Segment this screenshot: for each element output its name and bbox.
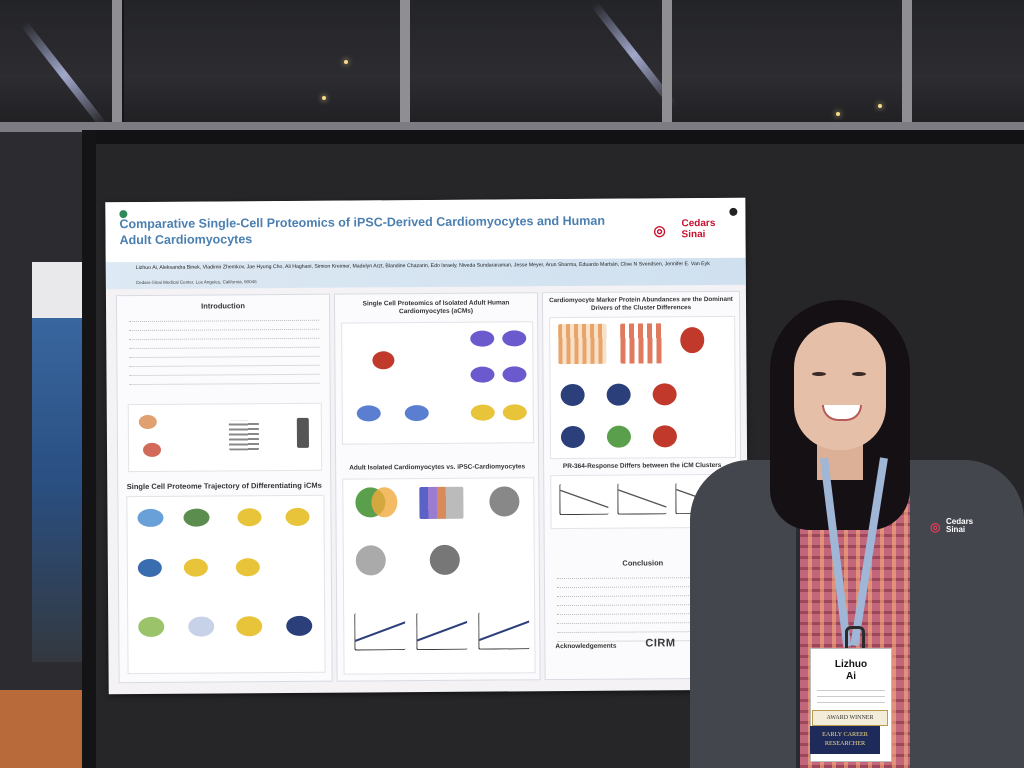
poster-column-1: Introduction Single Cell Proteome Trajec… bbox=[115, 293, 333, 684]
doorway-sign bbox=[32, 262, 84, 318]
figure-mark bbox=[137, 508, 164, 528]
cedars-sinai-logo: ◎ Cedars Sinai bbox=[653, 216, 733, 247]
window-frame bbox=[902, 0, 912, 132]
figure-mark bbox=[419, 486, 464, 520]
marker-figure bbox=[549, 315, 737, 460]
figure-mark bbox=[354, 613, 406, 651]
comparison-figure bbox=[342, 477, 536, 675]
ceiling-light bbox=[322, 96, 326, 100]
figure-mark bbox=[138, 616, 165, 638]
figure-mark bbox=[606, 383, 631, 406]
figure-mark bbox=[652, 383, 677, 406]
badge-first-name: Lizhuo bbox=[834, 659, 868, 670]
figure-mark bbox=[142, 442, 162, 457]
jacket-zipper bbox=[796, 470, 800, 768]
figure-mark bbox=[559, 483, 609, 516]
logo-text: Cedars Sinai bbox=[681, 217, 716, 241]
ceiling-light bbox=[878, 104, 882, 108]
figure-mark bbox=[560, 425, 586, 449]
window-frame bbox=[662, 0, 672, 132]
figure-mark bbox=[138, 414, 157, 430]
presenter-eye bbox=[852, 372, 866, 376]
figure-mark bbox=[356, 405, 381, 422]
figure-mark bbox=[470, 366, 495, 383]
figure-mark bbox=[286, 615, 313, 636]
window-frame bbox=[112, 0, 122, 132]
doorway-glass bbox=[32, 262, 84, 662]
section-title-introduction: Introduction bbox=[201, 301, 245, 311]
poster-affiliation: Cedars-Sinai Medical Center, Los Angeles… bbox=[135, 279, 257, 286]
cirm-logo: CIRM bbox=[645, 637, 676, 650]
figure-mark bbox=[680, 327, 705, 354]
figure-mark bbox=[183, 508, 210, 527]
figure-mark bbox=[489, 486, 520, 517]
figure-mark bbox=[560, 383, 585, 407]
pushpin-icon bbox=[729, 207, 738, 216]
section-title-marker: Cardiomyocyte Marker Protein Abundances … bbox=[549, 295, 733, 312]
ceiling-light bbox=[344, 60, 348, 64]
window-pane bbox=[672, 0, 902, 128]
poster-column-2: Single Cell Proteomics of Isolated Adult… bbox=[333, 292, 541, 682]
section-title-pr364: PR-364-Response Differs between the iCM … bbox=[562, 461, 722, 471]
figure-mark bbox=[137, 558, 162, 578]
presenter-eye bbox=[812, 372, 826, 376]
badge-affiliation-lines bbox=[817, 687, 885, 703]
figure-mark bbox=[296, 417, 310, 448]
presenter-face bbox=[794, 322, 886, 450]
adult-cm-figure bbox=[341, 321, 534, 445]
section-title-acknowledgements: Acknowledgements bbox=[555, 642, 617, 651]
figure-mark bbox=[502, 404, 527, 421]
figure-mark bbox=[355, 545, 386, 576]
poster-board-frame bbox=[82, 130, 96, 768]
figure-mark bbox=[188, 616, 215, 637]
figure-mark bbox=[502, 366, 527, 383]
badge-last-name: Ai bbox=[846, 671, 856, 682]
award-winner-ribbon: AWARD WINNER bbox=[812, 710, 888, 726]
figure-mark bbox=[285, 507, 310, 526]
figure-mark bbox=[183, 558, 208, 577]
window-pane bbox=[124, 0, 400, 128]
figure-mark bbox=[470, 404, 495, 421]
cedars-sinai-logo-icon: ◎ bbox=[930, 520, 941, 534]
intro-bullets bbox=[129, 314, 320, 388]
ceiling-light bbox=[836, 112, 840, 116]
section-title-compare: Adult Isolated Cardiomyocytes vs. iPSC-C… bbox=[349, 463, 526, 472]
figure-mark bbox=[502, 330, 527, 347]
figure-mark bbox=[416, 612, 468, 651]
window-pane bbox=[912, 0, 1024, 128]
figure-mark bbox=[404, 404, 429, 422]
figure-mark bbox=[558, 323, 607, 365]
figure-mark bbox=[620, 323, 663, 364]
section-title-adult: Single Cell Proteomics of Isolated Adult… bbox=[362, 299, 510, 316]
poster-title: Comparative Single-Cell Proteomics of iP… bbox=[119, 213, 606, 248]
figure-mark bbox=[478, 612, 530, 650]
figure-mark bbox=[470, 330, 495, 347]
figure-mark bbox=[372, 351, 395, 370]
badge-name: Lizhuo Ai bbox=[811, 659, 891, 683]
pushpin-icon bbox=[119, 210, 128, 219]
figure-mark bbox=[617, 483, 667, 515]
early-career-ribbon: EARLY CAREER RESEARCHER bbox=[810, 726, 880, 754]
figure-mark bbox=[237, 508, 262, 527]
figure-mark bbox=[652, 425, 678, 448]
window-frame bbox=[400, 0, 410, 132]
figure-mark bbox=[236, 616, 263, 637]
window-pane bbox=[410, 0, 662, 128]
cedars-sinai-logo-icon: ◎ bbox=[653, 222, 666, 239]
window-frame bbox=[0, 122, 1024, 132]
jacket-logo-text: Cedars Sinai bbox=[946, 517, 974, 534]
research-poster: Comparative Single-Cell Proteomics of iP… bbox=[105, 197, 749, 695]
trajectory-umap-grid bbox=[126, 494, 326, 675]
figure-mark bbox=[235, 558, 260, 577]
figure-mark bbox=[606, 425, 632, 448]
figure-mark bbox=[228, 420, 260, 451]
experiment-schematic bbox=[127, 402, 323, 473]
section-title-trajectory: Single Cell Proteome Trajectory of Diffe… bbox=[126, 480, 322, 492]
figure-mark bbox=[429, 544, 460, 575]
carpet-floor bbox=[0, 690, 95, 768]
jacket-logo: ◎ Cedars Sinai bbox=[930, 518, 990, 538]
figure-mark bbox=[371, 487, 398, 518]
